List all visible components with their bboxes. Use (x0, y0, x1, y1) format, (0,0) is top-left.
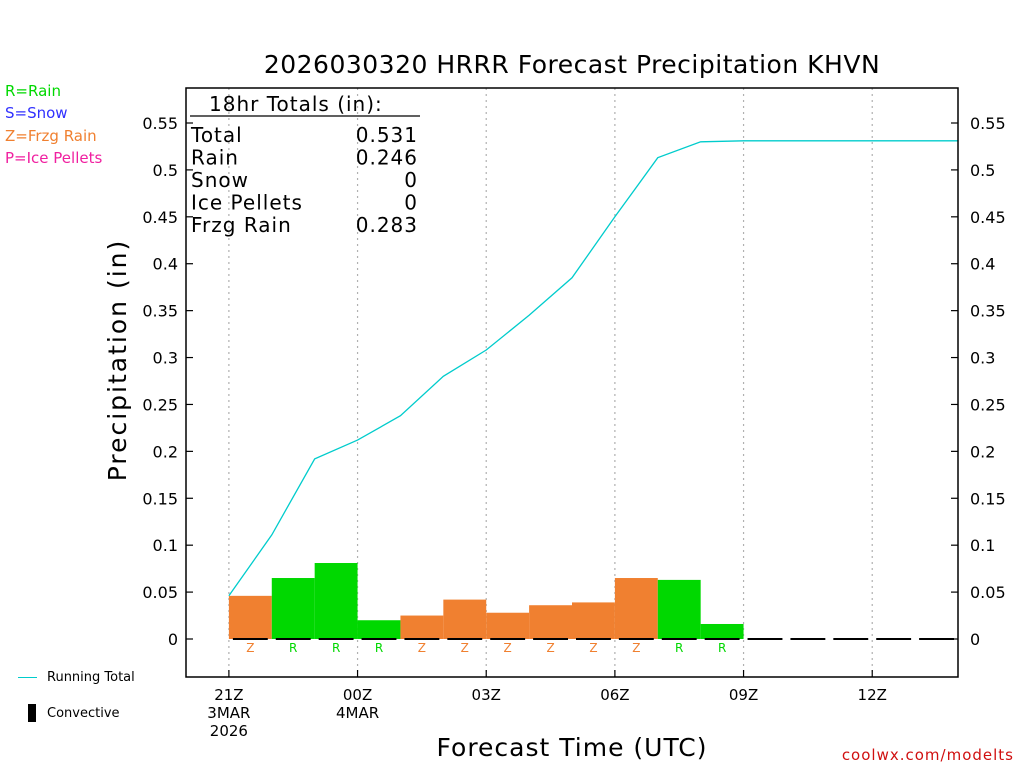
totals-row-label: Ice Pellets (191, 191, 303, 215)
ptype-label: R (289, 641, 297, 655)
y-tick-label-right: 0.1 (970, 536, 995, 555)
x-axis-label: Forecast Time (UTC) (436, 733, 708, 762)
x-tick-label: 06Z (600, 686, 629, 704)
precip-bar (657, 579, 701, 639)
y-tick-label-left: 0.5 (153, 161, 178, 180)
totals-row-label: Total (190, 123, 243, 147)
y-tick-label-right: 0.35 (970, 302, 1006, 321)
y-tick-label-right: 0.55 (970, 114, 1006, 133)
y-tick-label-left: 0.25 (142, 395, 178, 414)
running-total-legend-line (18, 677, 37, 678)
ptype-label: R (332, 641, 340, 655)
ptype-label: R (375, 641, 383, 655)
precip-bar (572, 602, 615, 639)
totals-row-value: 0.283 (356, 213, 418, 237)
x-tick-label: 4MAR (336, 704, 379, 722)
precip-bar (443, 599, 487, 639)
y-tick-label-left: 0.4 (153, 255, 178, 274)
x-tick-label: 03Z (472, 686, 501, 704)
y-tick-label-right: 0.05 (970, 583, 1006, 602)
precip-bar (486, 612, 530, 639)
y-tick-label-right: 0.45 (970, 208, 1006, 227)
totals-row-value: 0.246 (356, 146, 418, 170)
y-tick-label-right: 0.3 (970, 349, 995, 368)
totals-row-label: Snow (191, 168, 249, 192)
plot-frame (185, 87, 959, 678)
totals-row-value: 0.531 (356, 123, 418, 147)
x-tick-label: 2026 (210, 722, 248, 740)
precip-bar (614, 578, 658, 639)
y-tick-label-left: 0.1 (153, 536, 178, 555)
totals-row-value: 0 (404, 191, 418, 215)
convective-legend-swatch (28, 704, 36, 722)
precip-bar (529, 605, 572, 639)
y-tick-label-left: 0.2 (153, 442, 178, 461)
y-tick-label-left: 0.45 (142, 208, 178, 227)
watermark: coolwx.com/modelts (841, 746, 1014, 764)
y-tick-label-right: 0.5 (970, 161, 995, 180)
precip-bar (357, 620, 401, 639)
ptype-label: Z (246, 641, 254, 655)
legend-rain: R=Rain (5, 82, 61, 100)
running-total-line (228, 140, 958, 597)
ptype-label: R (675, 641, 683, 655)
x-tick-label: 12Z (858, 686, 887, 704)
legend-frzg-rain: Z=Frzg Rain (5, 127, 97, 145)
y-tick-label-left: 0.3 (153, 349, 178, 368)
precip-bar (400, 615, 444, 639)
y-tick-label-right: 0.25 (970, 395, 1006, 414)
precip-bar (314, 563, 358, 639)
y-tick-label-left: 0.05 (142, 583, 178, 602)
running-total-legend-label: Running Total (47, 670, 135, 685)
ptype-label: Z (589, 641, 597, 655)
x-tick-label: 00Z (343, 686, 372, 704)
precip-bar (700, 623, 744, 639)
totals-row-value: 0 (404, 168, 418, 192)
y-tick-label-left: 0.15 (142, 489, 178, 508)
x-tick-label: 3MAR (207, 704, 250, 722)
convective-legend-label: Convective (47, 706, 120, 721)
legend-ice-pellets: P=Ice Pellets (5, 149, 103, 167)
y-tick-label-right: 0 (970, 630, 980, 649)
totals-heading: 18hr Totals (in): (209, 92, 383, 116)
y-tick-label-left: 0.35 (142, 302, 178, 321)
ptype-label: R (718, 641, 726, 655)
y-tick-label-right: 0.2 (970, 442, 995, 461)
chart-title: 2026030320 HRRR Forecast Precipitation K… (263, 50, 881, 79)
x-tick-label: 09Z (729, 686, 758, 704)
y-tick-label-right: 0.4 (970, 255, 995, 274)
totals-row-label: Rain (191, 146, 239, 170)
ptype-label: Z (632, 641, 640, 655)
legend-snow: S=Snow (5, 104, 68, 122)
x-tick-label: 21Z (214, 686, 243, 704)
totals-row-label: Frzg Rain (191, 213, 292, 237)
ptype-label: Z (418, 641, 426, 655)
precip-bar (271, 578, 315, 639)
y-tick-label-right: 0.15 (970, 489, 1006, 508)
ptype-label: Z (461, 641, 469, 655)
ptype-label: Z (504, 641, 512, 655)
y-tick-label-left: 0.55 (142, 114, 178, 133)
ptype-label: Z (546, 641, 554, 655)
y-tick-label-left: 0 (168, 630, 178, 649)
precip-bar (228, 595, 272, 639)
